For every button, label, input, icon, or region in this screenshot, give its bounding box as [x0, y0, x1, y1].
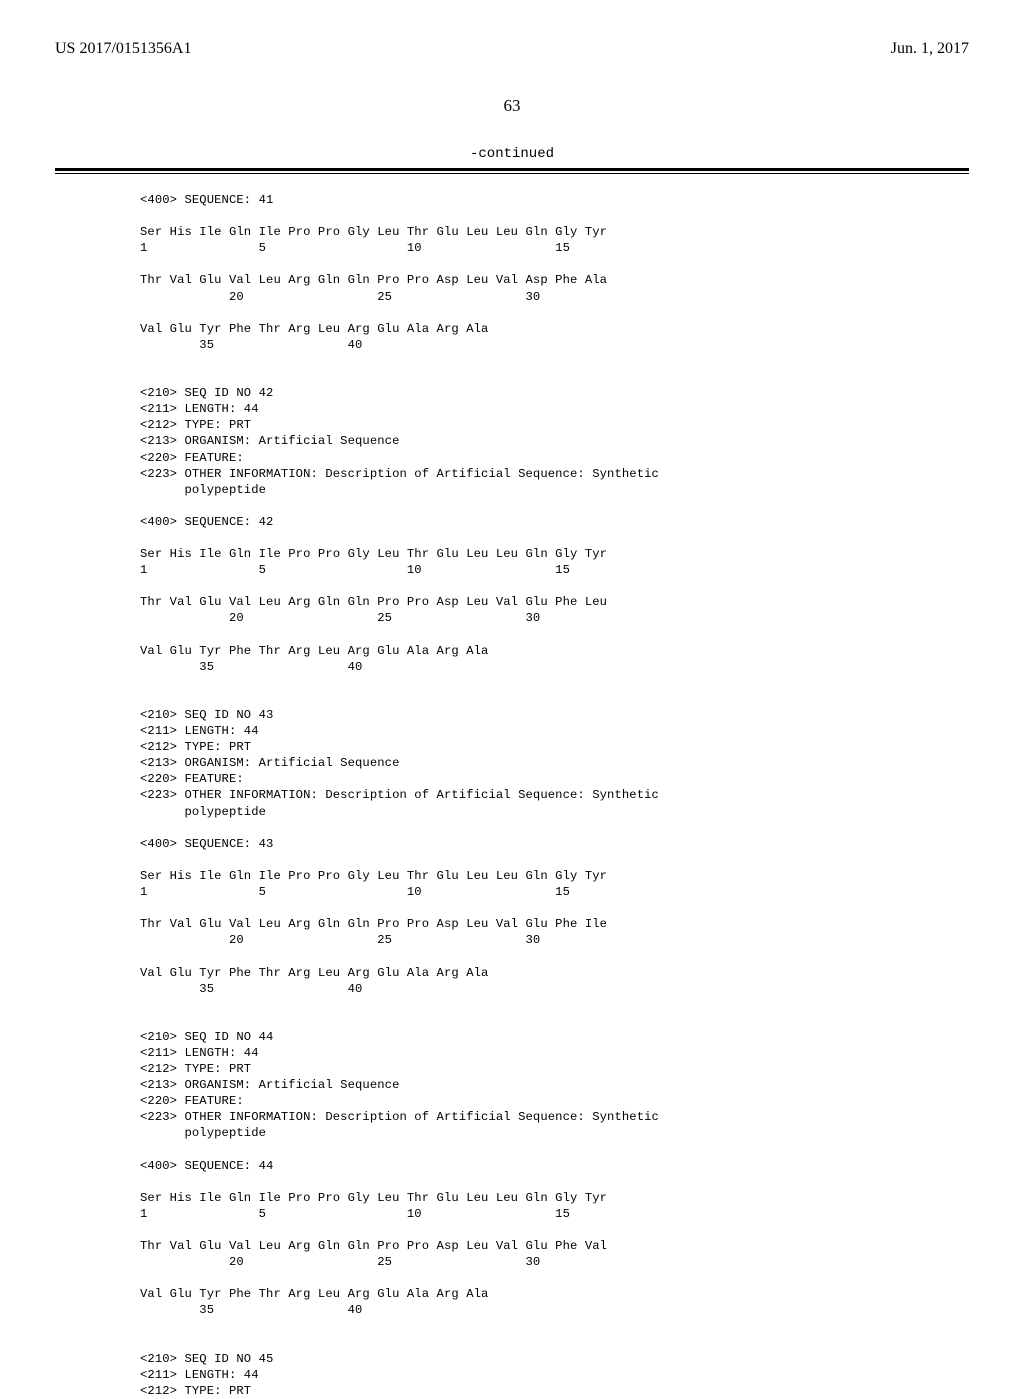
page-number: 63	[55, 96, 969, 116]
rule-thick	[55, 168, 969, 171]
publication-number: US 2017/0151356A1	[55, 40, 191, 58]
sequence-listing: <400> SEQUENCE: 41 Ser His Ile Gln Ile P…	[140, 192, 969, 1399]
publication-date: Jun. 1, 2017	[891, 40, 969, 58]
continued-label: -continued	[55, 146, 969, 162]
rule-thin	[55, 173, 969, 174]
page-header: US 2017/0151356A1 Jun. 1, 2017	[55, 40, 969, 58]
